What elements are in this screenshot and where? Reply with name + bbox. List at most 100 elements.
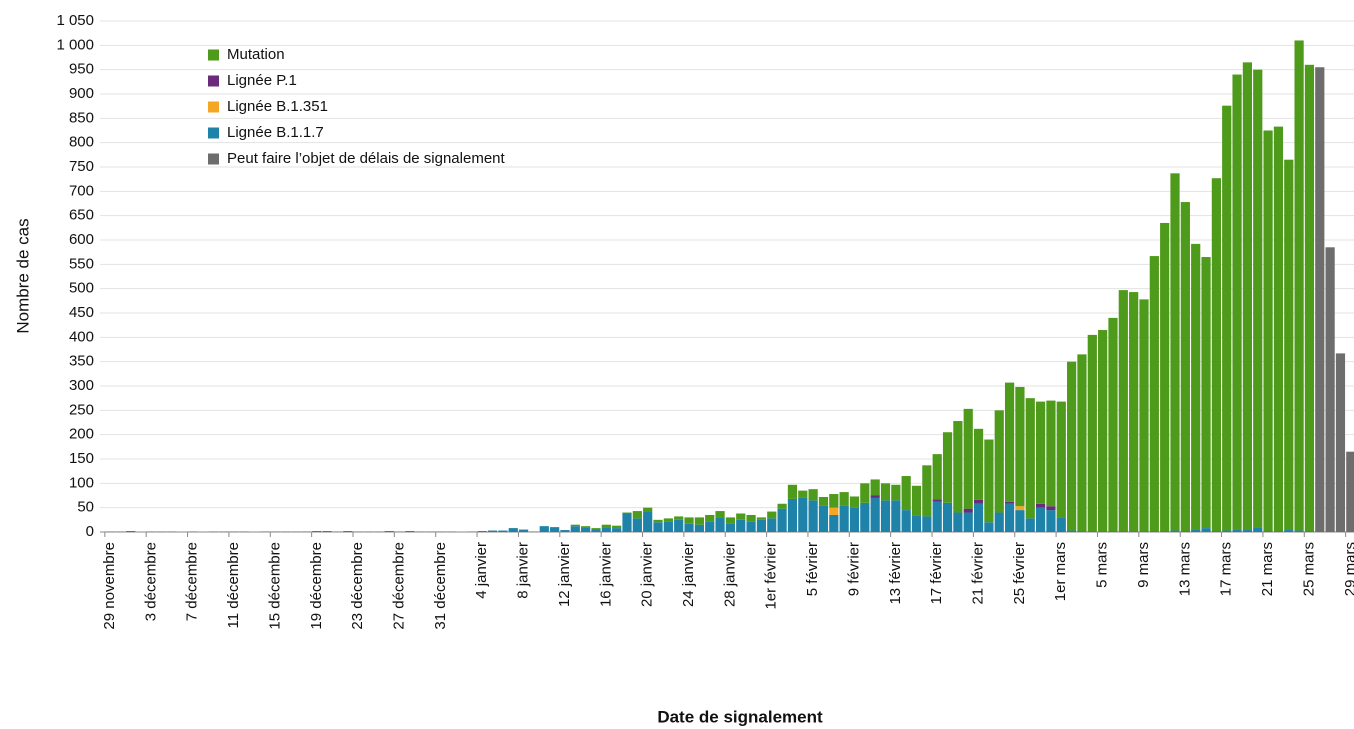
legend-swatch — [208, 101, 219, 113]
bar-segment — [860, 502, 870, 532]
bar-segment — [1139, 299, 1149, 532]
bar-segment — [1263, 531, 1273, 532]
bar-segment — [1170, 530, 1180, 532]
bar-segment — [1149, 256, 1159, 532]
x-tick-label: 1er mars — [1052, 542, 1069, 601]
bar-segment — [808, 500, 818, 532]
bar-segment — [1056, 517, 1066, 532]
bar-segment — [1087, 334, 1097, 532]
bar-segment — [839, 505, 849, 532]
bar-segment — [911, 515, 922, 532]
x-tick-label: 29 mars — [1342, 542, 1354, 596]
bar-segment — [984, 522, 994, 532]
bar-segment — [674, 519, 684, 532]
y-tick-label: 200 — [69, 426, 94, 443]
bar-segment — [1201, 528, 1211, 532]
bar-segment — [663, 521, 673, 532]
legend-swatch — [208, 49, 219, 61]
bar-segment — [1004, 503, 1015, 532]
bar-segment — [901, 510, 911, 532]
y-tick-label: 350 — [69, 353, 94, 370]
y-tick-label: 300 — [69, 377, 94, 394]
bar-segment — [798, 497, 808, 532]
bar-segment — [1253, 527, 1263, 532]
bar-segment — [1046, 506, 1056, 511]
bar-segment — [1263, 130, 1273, 532]
x-tick-label: 29 novembre — [101, 542, 118, 630]
bar-segment — [1025, 398, 1035, 519]
bar-segment — [343, 531, 353, 532]
bar-segment — [684, 517, 694, 524]
y-tick-label: 400 — [69, 328, 94, 345]
bar-segment — [1294, 40, 1304, 531]
y-tick-label: 550 — [69, 255, 94, 272]
bar-segment — [1046, 510, 1056, 532]
bar-segment — [694, 517, 704, 525]
bar-segment — [715, 511, 725, 518]
bar-segment — [715, 517, 725, 532]
bar-segment — [126, 531, 136, 532]
bar-segment — [891, 484, 901, 501]
legend-swatch — [208, 127, 219, 139]
bar-segment — [487, 530, 498, 532]
bar-segment — [1015, 510, 1025, 532]
bar-segment — [694, 524, 704, 532]
x-tick-label: 27 décembre — [390, 542, 407, 630]
bar-segment — [1077, 354, 1087, 532]
bar-segment — [1284, 529, 1294, 532]
bar-segment — [612, 528, 622, 532]
bar-segment — [570, 526, 580, 532]
bar-segment — [1211, 531, 1221, 532]
bar-segment — [994, 512, 1004, 532]
bar-segment — [870, 495, 880, 498]
bar-segment — [539, 526, 549, 532]
x-tick-label: 31 décembre — [432, 542, 449, 630]
x-tick-label: 15 décembre — [266, 542, 283, 630]
bar-segment — [1346, 451, 1354, 532]
bar-segment — [1180, 202, 1190, 532]
bar-segment — [1036, 503, 1046, 508]
bar-segment — [953, 512, 963, 532]
x-tick-label: 9 février — [845, 542, 862, 596]
bar-segment — [767, 518, 777, 532]
bar-segment — [1098, 330, 1108, 532]
legend-label: Peut faire l’objet de délais de signalem… — [227, 150, 506, 167]
y-tick-label: 0 — [86, 523, 94, 540]
bar-segment — [777, 503, 787, 509]
bar-segment — [984, 439, 994, 523]
bar-segment — [612, 525, 622, 529]
bar-segment — [829, 514, 839, 532]
y-tick-label: 500 — [69, 280, 94, 297]
bar-segment — [1284, 159, 1294, 530]
bar-segment — [942, 502, 953, 532]
bar-segment — [1015, 506, 1025, 511]
bar-segment — [643, 507, 653, 512]
x-tick-label: 7 décembre — [184, 542, 201, 621]
x-tick-label: 20 janvier — [639, 542, 656, 607]
x-tick-label: 3 décembre — [142, 542, 159, 621]
x-tick-label: 17 mars — [1218, 542, 1235, 596]
bar-segment — [1191, 529, 1201, 532]
bar-segment — [1253, 69, 1263, 528]
bar-segment — [1129, 292, 1139, 532]
y-tick-label: 650 — [69, 207, 94, 224]
bar-segment — [1067, 361, 1077, 531]
bar-segment — [591, 529, 601, 532]
bar-segment — [942, 432, 953, 503]
bar-segment — [839, 492, 849, 506]
y-tick-label: 1 000 — [56, 36, 94, 53]
x-tick-label: 21 février — [970, 542, 987, 605]
bar-segment — [591, 528, 601, 530]
bar-segment — [932, 501, 942, 532]
x-tick-label: 5 février — [804, 542, 821, 596]
bar-segment — [653, 519, 663, 523]
bar-segment — [901, 476, 911, 511]
x-tick-label: 9 mars — [1135, 542, 1152, 588]
x-tick-label: 1er février — [763, 542, 780, 610]
bar-segment — [705, 521, 715, 532]
legend-label: Mutation — [227, 46, 285, 63]
bar-segment — [601, 527, 611, 532]
bar-segment — [1201, 257, 1211, 529]
bar-segment — [1004, 501, 1015, 504]
